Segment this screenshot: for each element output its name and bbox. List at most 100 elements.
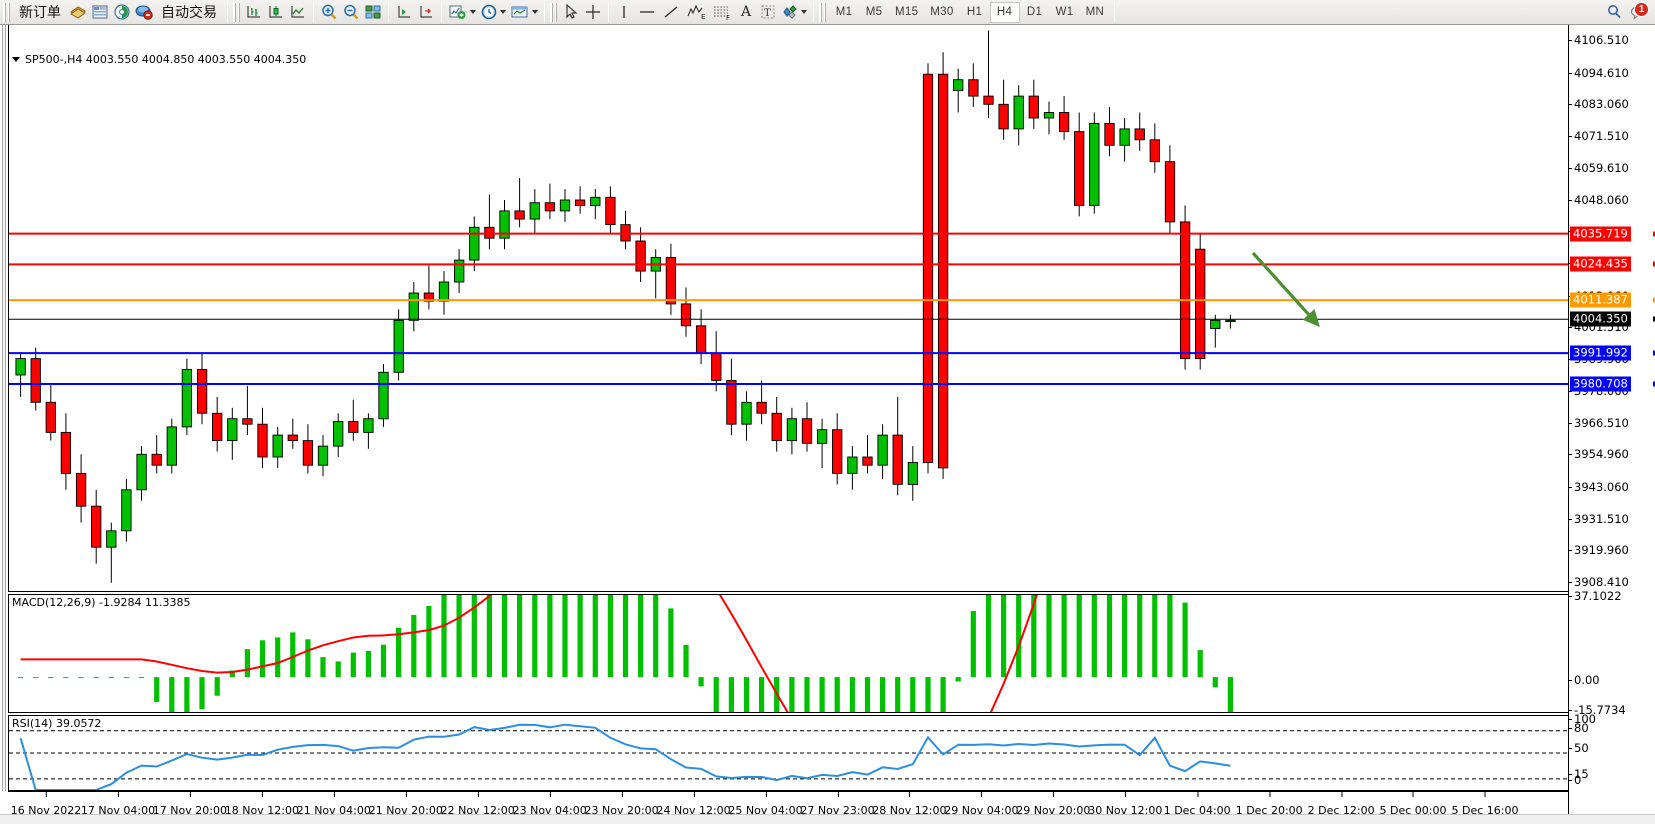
chat-notification-icon[interactable]: 1 <box>1625 1 1653 23</box>
timeframe-h4[interactable]: H4 <box>989 1 1020 23</box>
price-tick: 3908.410 <box>1569 574 1629 589</box>
vertical-line-icon[interactable] <box>613 1 635 23</box>
time-tick: 21 Nov 04:00 <box>296 792 371 817</box>
chevron-down-icon-2[interactable] <box>500 10 506 14</box>
price-candles <box>9 30 1568 583</box>
price-pane[interactable] <box>8 25 1568 592</box>
chart-shift-icon[interactable] <box>393 1 415 23</box>
time-tick: 1 Dec 20:00 <box>1235 792 1303 817</box>
timeframe-w1[interactable]: W1 <box>1055 6 1074 18</box>
auto-scroll-icon[interactable] <box>415 1 437 23</box>
symbol-header[interactable]: SP500-,H4 4003.550 4004.850 4003.550 400… <box>12 53 306 66</box>
price-tick: 4048.060 <box>1569 192 1629 207</box>
elliott-wave-icon[interactable]: E <box>683 1 709 23</box>
timeframe-m1[interactable]: M1 <box>835 6 853 18</box>
time-tick: 5 Dec 16:00 <box>1451 792 1519 817</box>
trendline-icon[interactable] <box>659 1 683 23</box>
chart-left-scale[interactable] <box>0 25 8 791</box>
price-tick: 4083.060 <box>1569 97 1629 112</box>
rsi-pane[interactable]: RSI(14) 39.0572 <box>8 715 1568 791</box>
price-label-support-2[interactable]: 3980.708 <box>1570 376 1631 392</box>
main-toolbar: 新订单 <box>0 0 1655 25</box>
profiles-icon[interactable] <box>67 1 89 23</box>
toolbar-grip-4[interactable] <box>819 2 826 22</box>
time-tick: 24 Nov 12:00 <box>656 792 731 817</box>
toolbar-separator-8 <box>1114 2 1116 22</box>
indicators-icon[interactable] <box>446 1 478 23</box>
toolbar-grip-3[interactable] <box>550 2 557 22</box>
rsi-tick: 100 <box>1569 712 1596 726</box>
level-handle-current-price[interactable] <box>1652 315 1655 323</box>
level-handle-resistance-2[interactable] <box>1652 260 1655 268</box>
autotrading-button[interactable]: 自动交易 <box>155 1 223 23</box>
timeframe-m15[interactable]: M15 <box>895 6 919 18</box>
time-tick: 1 Dec 04:00 <box>1163 792 1231 817</box>
timeframe-h1[interactable]: H1 <box>966 6 983 18</box>
text-icon[interactable]: A <box>740 4 752 20</box>
time-tick: 25 Nov 04:00 <box>728 792 803 817</box>
price-label-current-price[interactable]: 4004.350 <box>1570 311 1631 327</box>
level-handle-pivot[interactable] <box>1652 296 1655 304</box>
macd-tick: 37.1022 <box>1569 589 1622 603</box>
toolbar-separator-2 <box>313 2 314 22</box>
price-tick: 3954.960 <box>1569 447 1629 462</box>
price-label-resistance-2[interactable]: 4024.435 <box>1570 256 1631 272</box>
price-tick: 4059.610 <box>1569 161 1629 176</box>
price-axis[interactable]: 4106.510 4094.610 4083.060 4071.510 4059.610… <box>1568 25 1655 824</box>
templates-icon[interactable] <box>508 1 540 23</box>
timeframe-mn[interactable]: MN <box>1085 6 1105 18</box>
time-tick: 23 Nov 20:00 <box>584 792 659 817</box>
toolbar-separator-1 <box>227 2 228 22</box>
bar-chart-icon[interactable] <box>243 1 265 23</box>
new-order-button[interactable]: 新订单 <box>13 1 67 23</box>
toolbar-grip-2[interactable] <box>233 2 240 22</box>
time-tick: 28 Nov 12:00 <box>872 792 947 817</box>
price-label-pivot[interactable]: 4011.387 <box>1570 292 1631 308</box>
horizontal-line-icon[interactable] <box>635 1 659 23</box>
autotrading-icon[interactable] <box>133 1 155 23</box>
time-tick: 17 Nov 04:00 <box>80 792 156 817</box>
crosshair-icon[interactable] <box>582 1 604 23</box>
search-icon[interactable] <box>1603 1 1625 23</box>
level-handle-resistance-1[interactable] <box>1652 230 1655 238</box>
zoom-out-icon[interactable] <box>340 1 362 23</box>
timeframe-m30[interactable]: M30 <box>930 6 954 18</box>
price-label-support-1[interactable]: 3991.992 <box>1570 345 1631 361</box>
timeframe-d1[interactable]: D1 <box>1026 6 1043 18</box>
price-label-resistance-1[interactable]: 4035.719 <box>1570 226 1631 242</box>
zoom-in-icon[interactable] <box>318 1 340 23</box>
market-watch-icon[interactable] <box>89 1 111 23</box>
line-chart-icon[interactable] <box>287 1 309 23</box>
time-tick: 18 Nov 12:00 <box>224 792 299 817</box>
periods-icon[interactable] <box>478 1 508 23</box>
time-tick: 21 Nov 20:00 <box>368 792 443 817</box>
chevron-down-icon-symbol[interactable] <box>12 57 20 62</box>
time-tick: 29 Nov 20:00 <box>1016 792 1091 817</box>
macd-tick: 0.00 <box>1569 673 1600 687</box>
level-handle-support-1[interactable] <box>1652 349 1655 357</box>
time-tick: 5 Dec 00:00 <box>1379 792 1447 817</box>
price-tick: 3966.510 <box>1569 415 1629 430</box>
navigator-icon[interactable] <box>111 1 133 23</box>
level-handle-support-2[interactable] <box>1652 380 1655 388</box>
timeframe-m5[interactable]: M5 <box>865 6 883 18</box>
shapes-icon[interactable] <box>779 1 809 23</box>
chart-area[interactable]: SP500-,H4 4003.550 4004.850 4003.550 400… <box>0 25 1655 824</box>
toolbar-grip[interactable] <box>3 2 10 22</box>
macd-pane[interactable]: MACD(12,26,9) -1.9284 11.3385 <box>8 594 1568 713</box>
chevron-down-icon[interactable] <box>470 10 476 14</box>
cursor-icon[interactable] <box>560 1 582 23</box>
candlestick-icon[interactable] <box>265 1 287 23</box>
text-label-icon[interactable]: T <box>757 1 779 23</box>
chevron-down-icon-4[interactable] <box>801 10 807 14</box>
chevron-down-icon-3[interactable] <box>532 10 538 14</box>
fibonacci-icon[interactable]: F <box>709 1 735 23</box>
time-tick: 30 Nov 12:00 <box>1088 792 1163 817</box>
autotrading-label: 自动交易 <box>161 5 217 21</box>
toolbar-separator-4 <box>441 2 442 22</box>
new-order-label: 新订单 <box>19 5 61 21</box>
toolbar-separator-5 <box>544 2 545 22</box>
tile-windows-icon[interactable] <box>362 1 384 23</box>
rsi-label: RSI(14) 39.0572 <box>12 717 102 730</box>
time-tick: 23 Nov 04:00 <box>512 792 587 817</box>
